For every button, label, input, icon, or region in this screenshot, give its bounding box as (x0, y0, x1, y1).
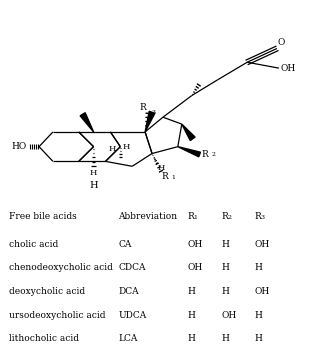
Text: O: O (278, 37, 285, 47)
Text: UDCA: UDCA (118, 311, 146, 320)
Text: chenodeoxycholic acid: chenodeoxycholic acid (9, 263, 113, 272)
Text: H: H (221, 263, 229, 272)
Text: H: H (109, 145, 116, 153)
Text: 2: 2 (212, 153, 216, 157)
Text: R: R (188, 212, 194, 221)
Polygon shape (145, 111, 155, 132)
Text: R: R (254, 212, 261, 221)
Text: HO: HO (12, 142, 27, 151)
Text: R: R (162, 172, 169, 181)
Text: CDCA: CDCA (118, 263, 146, 272)
Text: H: H (188, 311, 196, 320)
Text: OH: OH (281, 64, 296, 73)
Polygon shape (182, 124, 195, 140)
Text: R: R (139, 103, 146, 112)
Text: ursodeoxycholic acid: ursodeoxycholic acid (9, 311, 106, 320)
Text: CA: CA (118, 240, 132, 249)
Text: OH: OH (254, 240, 269, 249)
Text: H: H (254, 334, 262, 343)
Text: 1: 1 (171, 175, 175, 180)
Text: deoxycholic acid: deoxycholic acid (9, 287, 85, 296)
Text: 3: 3 (260, 215, 264, 220)
Text: OH: OH (254, 287, 269, 296)
Text: DCA: DCA (118, 287, 139, 296)
Text: H: H (221, 240, 229, 249)
Text: Abbreviation: Abbreviation (118, 212, 177, 221)
Text: 3: 3 (151, 110, 155, 115)
Polygon shape (178, 147, 200, 157)
Text: 1: 1 (194, 215, 198, 220)
Text: 2: 2 (227, 215, 231, 220)
Text: H: H (254, 311, 262, 320)
Text: H: H (188, 334, 196, 343)
Text: H: H (254, 263, 262, 272)
Text: H: H (89, 181, 98, 190)
Text: H: H (221, 334, 229, 343)
Text: Free bile acids: Free bile acids (9, 212, 77, 221)
Text: lithocholic acid: lithocholic acid (9, 334, 79, 343)
Text: LCA: LCA (118, 334, 138, 343)
Text: R: R (221, 212, 228, 221)
Text: H: H (90, 169, 97, 177)
Text: cholic acid: cholic acid (9, 240, 59, 249)
Text: OH: OH (221, 311, 237, 320)
Text: OH: OH (188, 263, 203, 272)
Polygon shape (80, 113, 94, 132)
Text: R: R (202, 150, 208, 159)
Text: H: H (188, 287, 196, 296)
Text: H: H (221, 287, 229, 296)
Text: H: H (158, 164, 165, 172)
Text: H: H (122, 143, 130, 151)
Text: OH: OH (188, 240, 203, 249)
